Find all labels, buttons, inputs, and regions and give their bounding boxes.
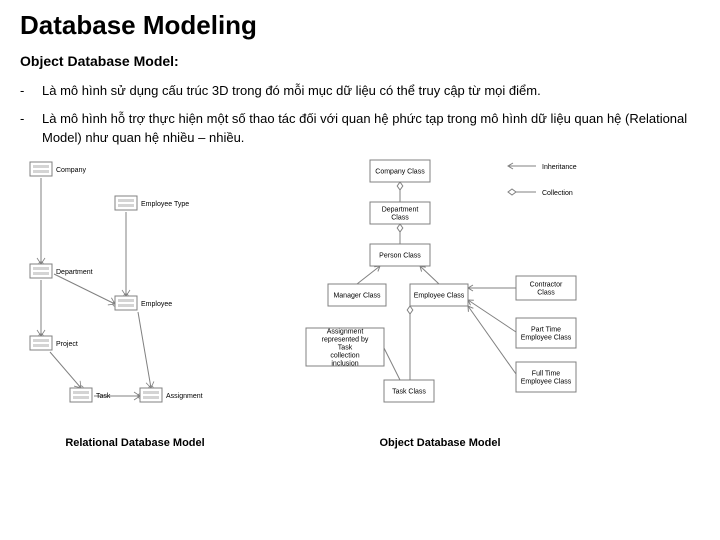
svg-text:Person Class: Person Class [379,252,421,259]
svg-text:Company: Company [56,167,86,174]
svg-text:Task: Task [96,393,111,400]
bullet-dash: - [20,109,42,148]
svg-text:Employee Class: Employee Class [521,378,572,385]
svg-text:collection: collection [330,352,359,359]
svg-text:Assignment: Assignment [166,393,203,400]
svg-text:Department: Department [382,206,419,213]
svg-text:Part Time: Part Time [531,326,561,333]
caption-left: Relational Database Model [65,437,204,449]
svg-text:Assignment: Assignment [327,328,364,335]
svg-text:Inheritance: Inheritance [542,164,577,171]
bullet-item: - Là mô hình sử dụng cấu trúc 3D trong đ… [20,81,700,101]
object-diagram-col: Company ClassDepartmentClassPerson Class… [280,156,600,449]
svg-text:Company Class: Company Class [375,168,425,175]
svg-text:Contractor: Contractor [530,281,563,288]
svg-text:Employee Class: Employee Class [414,292,465,299]
svg-text:Task: Task [338,344,353,351]
diagram-row: Company Employee Type Department Employee Pr… [20,156,700,449]
page-title: Database Modeling [20,10,700,41]
caption-right: Object Database Model [379,437,500,449]
object-diagram: Company ClassDepartmentClassPerson Class… [280,156,600,423]
svg-text:Employee Class: Employee Class [521,334,572,341]
svg-text:Project: Project [56,341,78,348]
svg-text:Class: Class [537,289,555,296]
bullet-list: - Là mô hình sử dụng cấu trúc 3D trong đ… [20,81,700,148]
relational-diagram: Company Employee Type Department Employee Pr… [20,156,250,423]
svg-text:inclusion: inclusion [331,360,358,367]
svg-text:Department: Department [56,269,93,276]
svg-text:represented by: represented by [322,336,369,343]
svg-text:Class: Class [391,214,409,221]
svg-text:Full Time: Full Time [532,370,561,377]
relational-diagram-col: Company Employee Type Department Employee Pr… [20,156,250,449]
bullet-text: Là mô hình hỗ trợ thực hiện một số thao … [42,109,700,148]
svg-text:Employee Type: Employee Type [141,201,189,208]
svg-text:Task Class: Task Class [392,388,426,395]
bullet-text: Là mô hình sử dụng cấu trúc 3D trong đó … [42,81,700,101]
svg-text:Collection: Collection [542,190,573,197]
subtitle: Object Database Model: [20,53,700,69]
bullet-dash: - [20,81,42,101]
bullet-item: - Là mô hình hỗ trợ thực hiện một số tha… [20,109,700,148]
svg-text:Manager Class: Manager Class [333,292,381,299]
svg-text:Employee: Employee [141,301,172,308]
